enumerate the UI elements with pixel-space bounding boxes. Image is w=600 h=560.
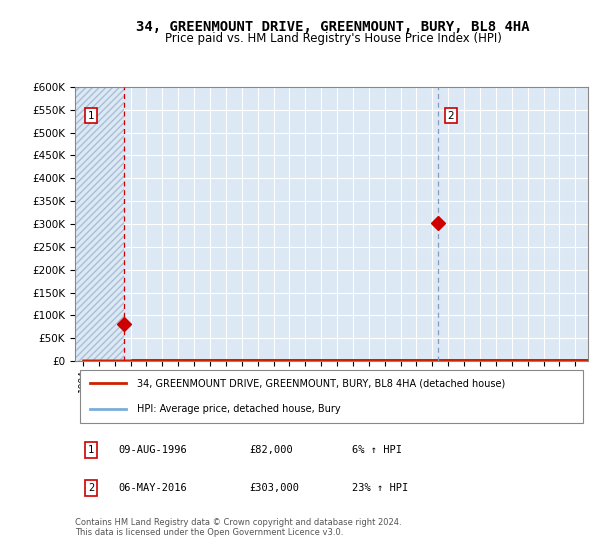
Text: £82,000: £82,000 (250, 445, 293, 455)
Text: 23% ↑ HPI: 23% ↑ HPI (352, 483, 408, 493)
Text: 34, GREENMOUNT DRIVE, GREENMOUNT, BURY, BL8 4HA (detached house): 34, GREENMOUNT DRIVE, GREENMOUNT, BURY, … (137, 378, 505, 388)
Text: 6% ↑ HPI: 6% ↑ HPI (352, 445, 402, 455)
Text: 2: 2 (88, 483, 94, 493)
Text: 1: 1 (88, 445, 94, 455)
Text: 2: 2 (448, 111, 454, 120)
Text: £303,000: £303,000 (250, 483, 299, 493)
Text: HPI: Average price, detached house, Bury: HPI: Average price, detached house, Bury (137, 404, 340, 414)
Text: 34, GREENMOUNT DRIVE, GREENMOUNT, BURY, BL8 4HA: 34, GREENMOUNT DRIVE, GREENMOUNT, BURY, … (136, 20, 530, 34)
Text: Contains HM Land Registry data © Crown copyright and database right 2024.
This d: Contains HM Land Registry data © Crown c… (75, 518, 401, 538)
Text: 1: 1 (88, 111, 94, 120)
Text: 06-MAY-2016: 06-MAY-2016 (119, 483, 187, 493)
Text: Price paid vs. HM Land Registry's House Price Index (HPI): Price paid vs. HM Land Registry's House … (164, 32, 502, 45)
Bar (75, 87, 124, 361)
Text: 09-AUG-1996: 09-AUG-1996 (119, 445, 187, 455)
FancyBboxPatch shape (80, 370, 583, 423)
